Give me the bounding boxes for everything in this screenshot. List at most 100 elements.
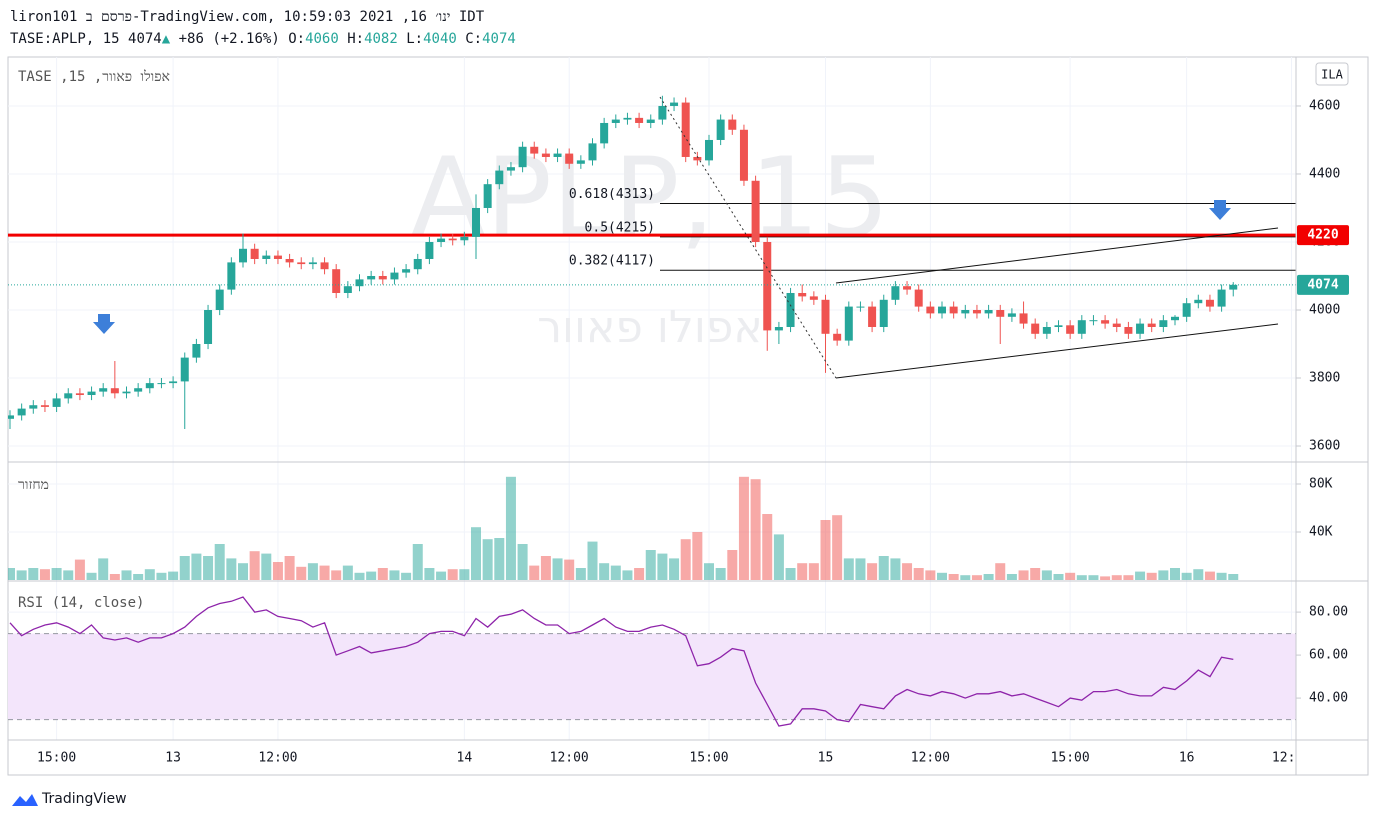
candle-body <box>1054 325 1063 327</box>
x-tick-label: 15:00 <box>689 751 728 766</box>
volume-bar <box>1111 575 1122 580</box>
volume-bar <box>144 569 155 580</box>
volume-bar <box>156 572 167 580</box>
volume-bar <box>342 565 353 580</box>
volume-bar <box>587 541 598 580</box>
volume-bar <box>1030 568 1041 580</box>
x-tick-label: 15:00 <box>37 751 76 766</box>
candle-body <box>798 292 807 297</box>
candle-body <box>204 309 213 345</box>
volume-bar <box>692 532 703 580</box>
volume-bar <box>599 563 610 580</box>
candle-body <box>833 333 842 341</box>
candle-body <box>809 296 818 300</box>
candle-body <box>1205 299 1214 307</box>
candle-body <box>250 248 259 259</box>
volume-bar <box>16 570 27 580</box>
candle-body <box>681 102 690 157</box>
last-price-label: 4074 <box>1307 277 1338 292</box>
candle-body <box>658 105 667 120</box>
candle-body <box>483 184 492 208</box>
fib-trend <box>659 96 837 379</box>
volume-bar <box>1181 572 1192 580</box>
candle-body <box>1136 323 1145 334</box>
candle-body <box>8 415 14 419</box>
volume-bar <box>1041 570 1052 580</box>
volume-bar <box>902 563 913 580</box>
fib-label: 0.618(4313) <box>569 187 655 202</box>
x-tick-label: 14 <box>457 751 473 766</box>
candle-body <box>635 117 644 123</box>
volume-bar <box>575 568 586 580</box>
candle-body <box>448 238 457 241</box>
volume-bar <box>296 566 307 580</box>
volume-bar <box>63 570 74 580</box>
candle-body <box>868 306 877 327</box>
candle-body <box>996 309 1005 317</box>
candle-body <box>1101 320 1110 324</box>
volume-bar <box>610 565 621 580</box>
candle-body <box>122 391 131 394</box>
y-tick-label: 40.00 <box>1309 691 1348 706</box>
arrow-down <box>1209 200 1231 220</box>
volume-bar <box>727 550 738 580</box>
high-value: 4082 <box>364 31 398 47</box>
volume-bar <box>331 570 342 580</box>
channel-lower <box>835 323 1279 379</box>
volume-bar <box>494 538 505 580</box>
candle-body <box>961 309 970 314</box>
volume-bar <box>925 570 936 580</box>
low-value: 4040 <box>423 31 457 47</box>
volume-bar <box>960 575 971 580</box>
candle-body <box>215 289 224 310</box>
last-price-box <box>1297 274 1349 295</box>
candle-body <box>972 309 981 314</box>
channel-upper <box>835 227 1279 284</box>
volume-bar <box>540 556 551 580</box>
candle-body <box>938 306 946 314</box>
change-arrow: ▲ <box>161 31 171 47</box>
volume-bar <box>133 574 144 580</box>
candle-body <box>879 299 888 327</box>
volume-bar <box>634 568 645 580</box>
volume-bar <box>832 515 843 580</box>
rsi-title: RSI (14, close) <box>18 595 145 611</box>
candle-body <box>169 381 178 384</box>
x-tick-label: 12:00 <box>1272 751 1311 766</box>
candle-body <box>716 119 725 140</box>
volume-bar <box>1100 576 1111 580</box>
volume-bar <box>948 574 959 580</box>
volume-bar <box>482 539 493 580</box>
candle-body <box>285 258 294 263</box>
candle-body <box>460 236 469 241</box>
candle-body <box>1019 313 1028 324</box>
candle-body <box>413 258 422 270</box>
volume-bar <box>366 571 377 580</box>
currency-box <box>1315 62 1349 86</box>
price-label-box <box>1297 225 1349 246</box>
candle-body <box>926 306 935 314</box>
volume-bar <box>1018 570 1029 580</box>
volume-bar <box>51 568 62 580</box>
fib-label: 0.5(4215) <box>585 220 655 235</box>
volume-title: מחזור <box>18 477 49 493</box>
candle-body <box>646 119 655 123</box>
volume-bar <box>529 565 540 580</box>
candle-body <box>949 306 958 314</box>
volume-bar <box>389 570 400 580</box>
candle-body <box>262 255 271 259</box>
volume-bar <box>657 553 668 580</box>
candle-body <box>64 393 73 399</box>
candle-body <box>763 241 772 331</box>
candle-body <box>332 269 341 293</box>
candle-body <box>227 262 236 290</box>
volume-bar <box>459 569 470 580</box>
candle-body <box>821 299 830 334</box>
candle-body <box>1182 303 1191 317</box>
legend: אפולו פאוור, 15, TASE <box>18 69 170 85</box>
volume-bar <box>669 558 680 580</box>
x-tick-label: 13 <box>165 751 181 766</box>
h-label: H: <box>347 31 365 47</box>
volume-bar <box>261 553 272 580</box>
candle-body <box>1089 320 1098 322</box>
